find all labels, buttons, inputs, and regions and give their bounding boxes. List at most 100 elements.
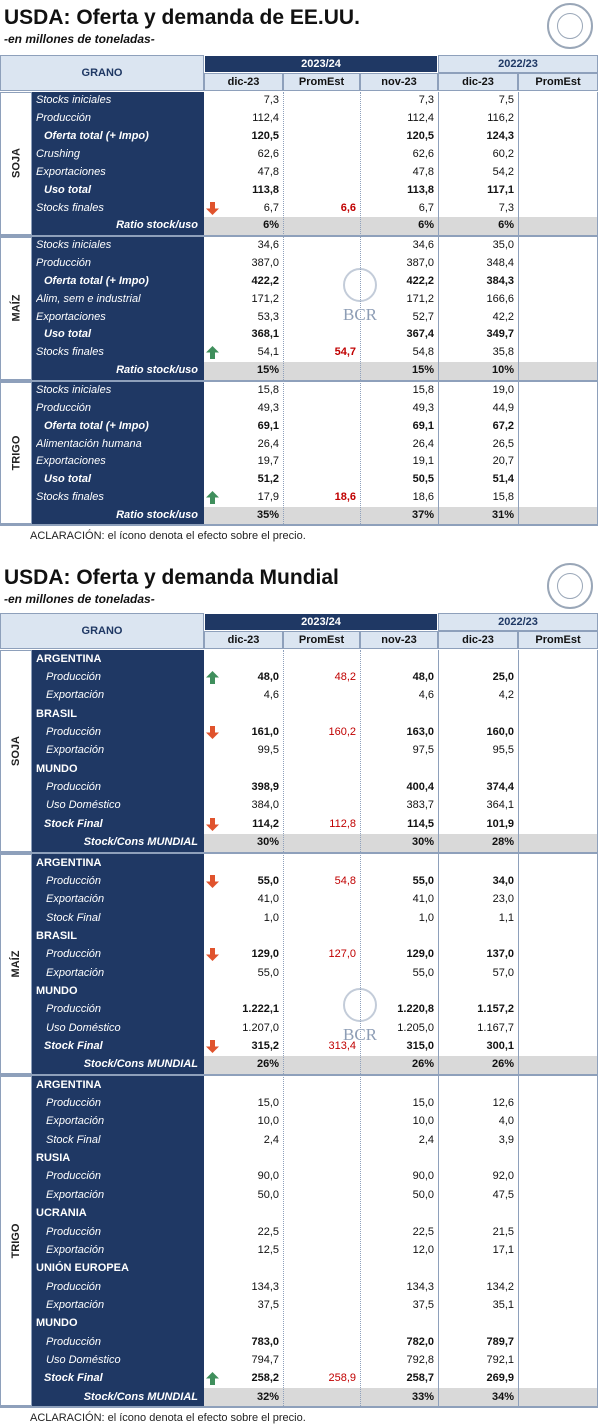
cell-value: 55,0 [412,966,434,979]
cell-value: 26% [411,1058,434,1071]
cell-value: 15% [411,364,434,377]
cell-value: 387,0 [406,257,434,270]
period-header: 2022/23 [438,613,598,631]
cell-value: 69,1 [257,419,279,432]
price-effect-icon [206,201,219,215]
cell-value: 15,8 [412,384,434,397]
cell-value: 792,1 [486,1353,514,1366]
cell-value: 1.205,0 [397,1021,434,1034]
cell-value: 23,0 [492,893,514,906]
cell-value: 12,0 [412,1243,434,1256]
cell-value: 54,2 [492,165,514,178]
period-header: 2022/23 [438,55,598,73]
cell-value: 422,2 [251,274,279,287]
column-header: PromEst [283,631,360,649]
note: ACLARACIÓN: el ícono denota el efecto so… [30,529,306,542]
row-label: Exportaciones [36,455,106,468]
cell-value: 35% [256,508,279,521]
group-label: MAÍZ [9,950,22,978]
column-rule [360,92,361,527]
cell-value: 114,5 [407,817,434,830]
cell-value: 32% [256,1390,279,1403]
cell-value: 163,0 [406,726,434,739]
cell-value: 18,6 [334,491,356,504]
cell-value: 34,0 [492,874,514,887]
cell-value: 398,9 [251,781,279,794]
row-label: Stock/Cons MUNDIAL [83,1058,198,1071]
cell-value: 35,1 [492,1298,514,1311]
cell-value: 48,0 [412,671,434,684]
row-label: Ratio stock/uso [116,508,198,521]
title: USDA: Oferta y demanda Mundial [4,565,339,589]
cell-value: 794,7 [251,1353,279,1366]
logo [547,563,593,609]
row-label: Exportación [46,689,105,702]
cell-value: 15,0 [257,1097,279,1110]
cell-value: 113,8 [407,183,434,196]
cell-value: 1,0 [263,911,279,924]
row-label: Oferta total (+ Impo) [44,419,149,432]
group-separator [0,379,598,382]
cell-value: 47,8 [412,165,434,178]
arrow [206,1372,219,1386]
cell-value: 792,8 [406,1353,434,1366]
title: USDA: Oferta y demanda de EE.UU. [4,5,360,29]
cell-value: 54,1 [257,346,279,359]
cell-value: 1.167,7 [477,1021,514,1034]
row-label: Uso Doméstico [46,799,121,812]
label-column [32,92,204,235]
group-separator [0,234,598,237]
group-cell [0,1076,32,1407]
cell-value: 21,5 [492,1225,514,1238]
cell-value: 117,1 [487,183,514,196]
cell-value: 97,5 [412,744,434,757]
cell-value: 171,2 [251,292,279,305]
cell-value: 99,5 [257,744,279,757]
ratio-band [204,1388,598,1407]
group-cell [0,650,32,852]
price-effect-icon [206,874,219,888]
row-label: Alimentación humana [36,437,142,450]
arrow [206,671,219,685]
arrow [206,726,219,740]
row-label: Exportación [46,893,105,906]
row-label: Exportación [46,966,105,979]
column-header: nov-23 [360,631,438,649]
cell-value: 95,5 [492,744,514,757]
cell-value: 10,0 [257,1115,279,1128]
row-label: Producción [36,112,92,125]
cell-value: 48,2 [334,671,356,684]
cell-value: 129,0 [406,948,434,961]
cell-value: 50,0 [257,1188,279,1201]
group-separator [0,851,598,854]
row-label: Producción [46,1280,102,1293]
cell-value: 112,4 [252,112,279,125]
cell-value: 51,2 [257,473,279,486]
row-label: Ratio stock/uso [116,364,198,377]
arrow [206,874,219,888]
row-label: Stock/Cons MUNDIAL [83,836,198,849]
row-label: Producción [36,257,92,270]
row-label: Uso Doméstico [46,1021,121,1034]
cell-value: 124,3 [486,130,514,143]
row-label: Exportaciones [36,165,106,178]
cell-value: 22,5 [412,1225,434,1238]
cell-value: 112,4 [407,112,434,125]
cell-value: 26,4 [412,437,434,450]
row-label: Oferta total (+ Impo) [44,274,149,287]
row-label: ARGENTINA [36,652,102,665]
row-label: MUNDO [36,984,78,997]
cell-value: 57,0 [492,966,514,979]
row-label: ARGENTINA [36,1078,102,1091]
cell-value: 54,8 [334,874,356,887]
price-effect-icon [206,491,219,505]
cell-value: 30% [256,836,279,849]
price-effect-icon [206,948,219,962]
column-rule [360,650,361,1409]
cell-value: 47,5 [492,1188,514,1201]
cell-value: 37,5 [257,1298,279,1311]
cell-value: 15% [256,364,279,377]
cell-value: 400,4 [406,781,434,794]
cell-value: 127,0 [328,948,356,961]
